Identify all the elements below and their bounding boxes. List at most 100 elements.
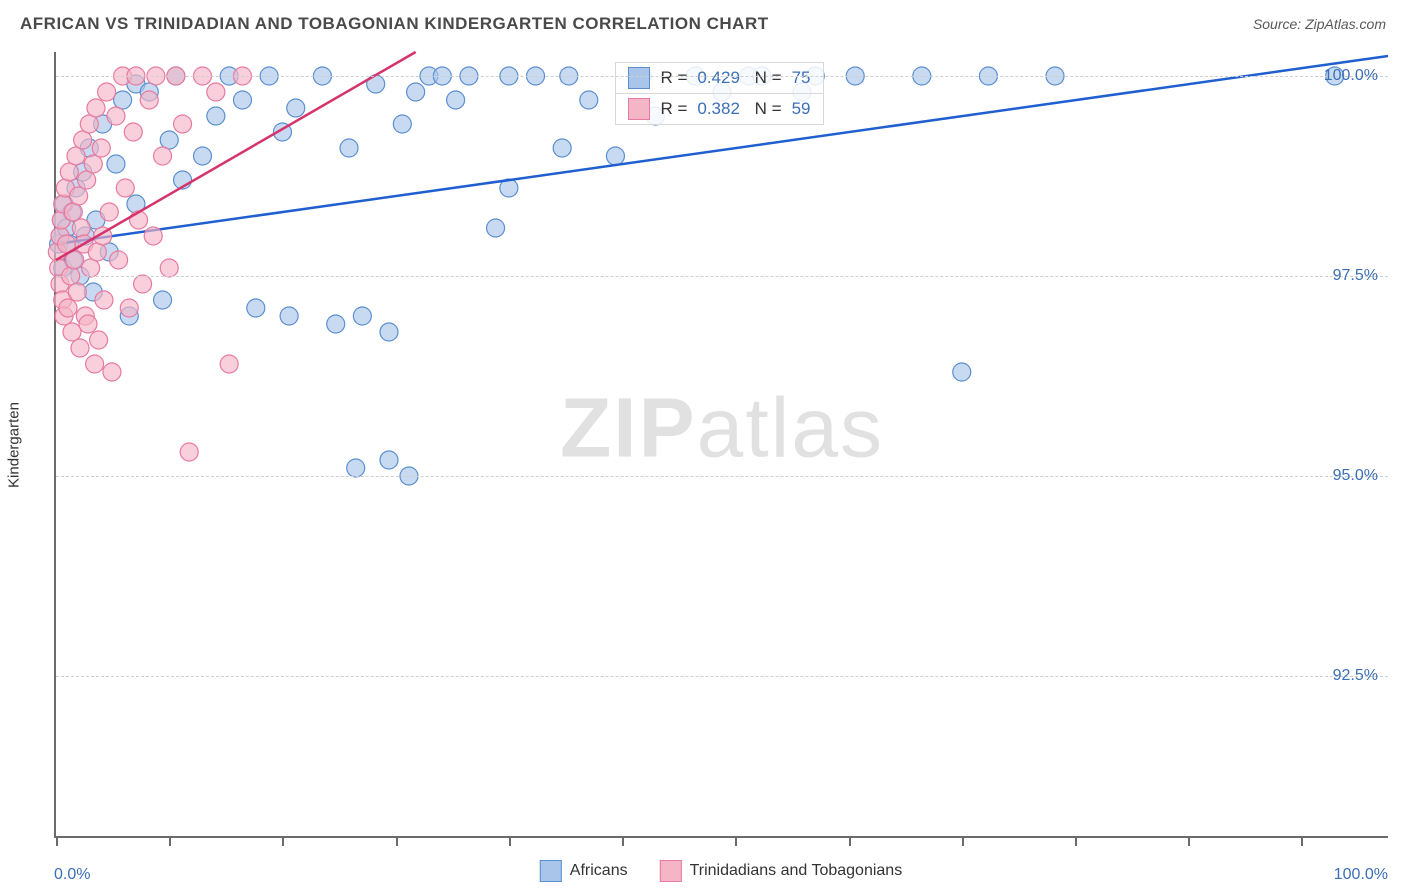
stats-row-africans: R = 0.429 N = 75 (616, 63, 822, 94)
x-axis-max-label: 100.0% (1334, 866, 1388, 884)
data-point (247, 299, 265, 317)
data-point (84, 155, 102, 173)
stats-box: R = 0.429 N = 75 R = 0.382 N = 59 (615, 62, 823, 125)
data-point (207, 107, 225, 125)
stats-row-trinidadians: R = 0.382 N = 59 (616, 94, 822, 124)
data-point (80, 115, 98, 133)
legend-item-africans: Africans (540, 860, 628, 882)
data-point (90, 331, 108, 349)
data-point (207, 83, 225, 101)
data-point (154, 147, 172, 165)
x-tick (735, 836, 737, 846)
data-point (63, 323, 81, 341)
data-point (233, 91, 251, 109)
legend: Africans Trinidadians and Tobagonians (540, 860, 902, 882)
x-tick (169, 836, 171, 846)
gridline (56, 76, 1388, 77)
data-point (347, 459, 365, 477)
data-point (160, 259, 178, 277)
legend-swatch-trinidadians (660, 860, 682, 882)
data-point (110, 251, 128, 269)
data-point (340, 139, 358, 157)
x-tick (396, 836, 398, 846)
gridline (56, 676, 1388, 677)
data-point (64, 203, 82, 221)
data-point (140, 91, 158, 109)
data-point (87, 99, 105, 117)
data-point (103, 363, 121, 381)
data-point (180, 443, 198, 461)
legend-swatch-africans (540, 860, 562, 882)
x-tick (1075, 836, 1077, 846)
data-point (130, 211, 148, 229)
x-tick (962, 836, 964, 846)
data-point (88, 243, 106, 261)
data-point (74, 131, 92, 149)
r-value-trinidadians: 0.382 (697, 99, 740, 119)
n-label: N = (750, 99, 782, 119)
data-point (98, 83, 116, 101)
data-point (380, 451, 398, 469)
data-point (380, 323, 398, 341)
data-point (174, 115, 192, 133)
data-point (194, 147, 212, 165)
stats-swatch-trinidadians (628, 98, 650, 120)
data-point (107, 155, 125, 173)
x-tick (849, 836, 851, 846)
data-point (95, 291, 113, 309)
r-value-africans: 0.429 (697, 68, 740, 88)
x-tick (56, 836, 58, 846)
data-point (144, 227, 162, 245)
data-point (553, 139, 571, 157)
data-point (120, 299, 138, 317)
data-point (160, 131, 178, 149)
chart-area: ZIPatlas R = 0.429 N = 75 R = 0.382 N = … (54, 52, 1388, 838)
n-label: N = (750, 68, 782, 88)
x-axis-min-label: 0.0% (54, 866, 90, 884)
y-tick-label: 92.5% (1333, 667, 1378, 685)
data-point (327, 315, 345, 333)
data-point (114, 91, 132, 109)
r-label: R = (660, 99, 687, 119)
data-point (134, 275, 152, 293)
scatter-svg (56, 52, 1388, 836)
data-point (220, 355, 238, 373)
x-tick (1188, 836, 1190, 846)
data-point (107, 107, 125, 125)
chart-title: AFRICAN VS TRINIDADIAN AND TOBAGONIAN KI… (20, 14, 769, 34)
r-label: R = (660, 68, 687, 88)
legend-item-trinidadians: Trinidadians and Tobagonians (660, 860, 903, 882)
y-axis-label: Kindergarten (6, 402, 23, 488)
data-point (154, 291, 172, 309)
data-point (580, 91, 598, 109)
data-point (287, 99, 305, 117)
data-point (953, 363, 971, 381)
data-point (71, 339, 89, 357)
data-point (72, 219, 90, 237)
data-point (116, 179, 134, 197)
y-tick-label: 97.5% (1333, 267, 1378, 285)
source-label: Source: ZipAtlas.com (1253, 16, 1386, 32)
data-point (67, 147, 85, 165)
legend-label-trinidadians: Trinidadians and Tobagonians (690, 862, 903, 880)
data-point (60, 163, 78, 181)
x-tick (509, 836, 511, 846)
data-point (447, 91, 465, 109)
legend-label-africans: Africans (570, 862, 628, 880)
data-point (393, 115, 411, 133)
data-point (59, 299, 77, 317)
data-point (92, 139, 110, 157)
data-point (79, 315, 97, 333)
n-value-africans: 75 (792, 68, 811, 88)
n-value-trinidadians: 59 (792, 99, 811, 119)
plot-region: ZIPatlas R = 0.429 N = 75 R = 0.382 N = … (54, 52, 1388, 838)
data-point (68, 283, 86, 301)
data-point (86, 355, 104, 373)
data-point (78, 171, 96, 189)
data-point (280, 307, 298, 325)
x-tick (1301, 836, 1303, 846)
gridline (56, 276, 1388, 277)
data-point (353, 307, 371, 325)
x-tick (622, 836, 624, 846)
data-point (487, 219, 505, 237)
